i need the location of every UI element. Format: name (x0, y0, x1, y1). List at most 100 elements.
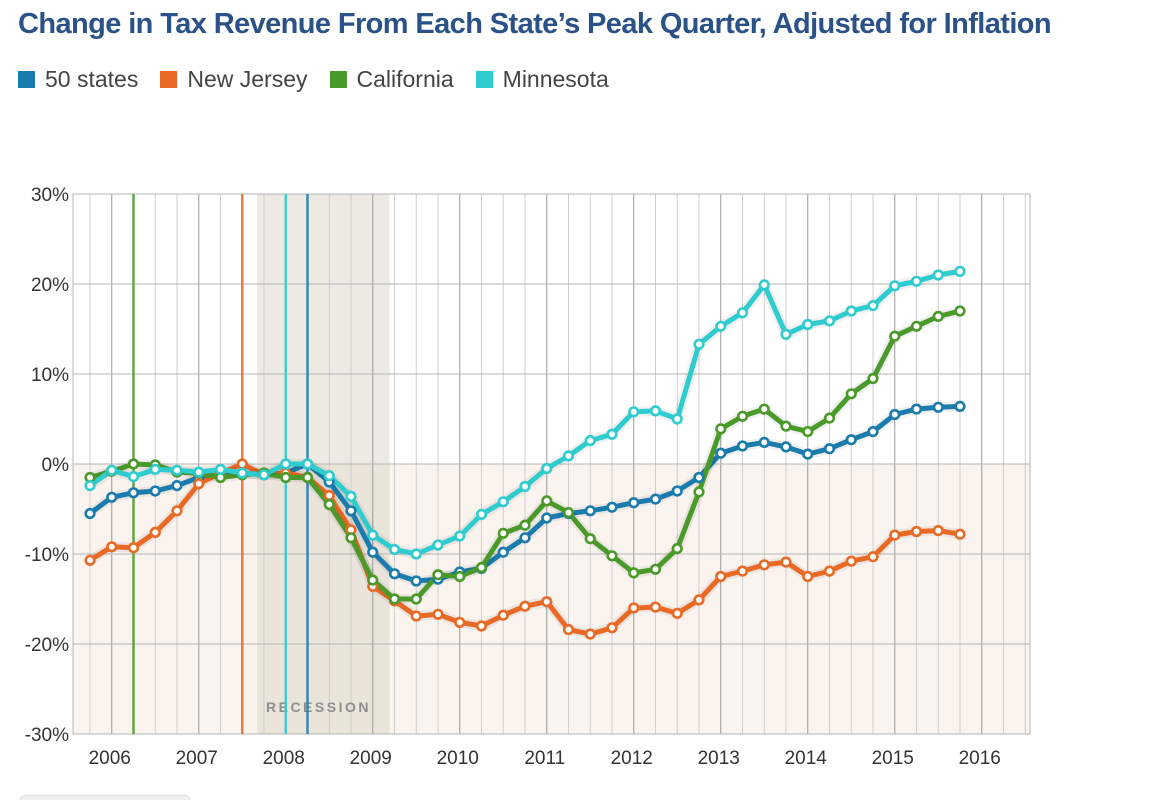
data-point (236, 458, 248, 470)
data-point (715, 447, 727, 459)
data-point (127, 458, 140, 470)
data-point (106, 464, 118, 476)
x-tick-label: 2007 (176, 748, 218, 769)
legend-label: Minnesota (502, 66, 609, 92)
data-point (432, 608, 444, 620)
legend-item-california[interactable]: California (329, 66, 454, 93)
data-point (388, 543, 401, 556)
data-point (845, 555, 857, 567)
legend-item-new-jersey[interactable]: New Jersey (160, 66, 308, 93)
data-point (932, 269, 944, 281)
data-point (867, 300, 879, 312)
data-point (106, 491, 118, 503)
data-point (628, 497, 640, 509)
data-point (889, 408, 901, 421)
data-point (736, 565, 749, 577)
x-tick-label: 2016 (959, 748, 1001, 769)
data-point (562, 450, 575, 462)
data-point (454, 530, 466, 542)
y-tick-label: -20% (25, 635, 69, 656)
data-point (519, 480, 531, 493)
data-point (497, 609, 509, 621)
data-point (410, 548, 422, 560)
data-point (149, 463, 161, 476)
data-point (693, 594, 705, 606)
data-point (584, 505, 596, 517)
data-point (454, 616, 466, 629)
data-point (541, 512, 553, 524)
data-point (519, 519, 531, 531)
data-point (454, 570, 466, 583)
data-point (780, 420, 792, 432)
data-point (780, 441, 792, 453)
data-point (127, 542, 140, 554)
data-point (367, 546, 379, 558)
data-point (301, 458, 314, 470)
data-point (410, 610, 422, 622)
data-point (954, 528, 966, 540)
x-tick-label: 2008 (263, 748, 305, 769)
data-point (932, 310, 944, 323)
data-point (736, 410, 749, 422)
data-point (693, 338, 705, 350)
data-point (736, 307, 749, 319)
data-point (193, 478, 205, 490)
data-point (715, 570, 727, 583)
data-point (301, 471, 314, 484)
data-point (693, 471, 705, 484)
legend-item-minnesota[interactable]: Minnesota (475, 66, 609, 93)
data-point (410, 593, 422, 605)
footer-tab (19, 794, 191, 800)
data-point (497, 496, 509, 508)
data-point (280, 458, 292, 470)
data-point (736, 440, 749, 452)
legend-swatch (329, 71, 347, 88)
data-point (562, 506, 575, 519)
x-tick-label: 2006 (89, 748, 131, 769)
data-point (867, 372, 879, 385)
data-point (758, 559, 770, 571)
chart-title: Change in Tax Revenue From Each State’s … (18, 8, 1052, 40)
data-point (541, 462, 553, 475)
data-point (323, 498, 335, 511)
data-point (127, 471, 140, 483)
data-point (932, 524, 944, 537)
data-point (823, 443, 836, 455)
data-point (910, 525, 923, 538)
data-point (889, 280, 901, 292)
data-point (345, 490, 357, 503)
data-point (954, 305, 966, 317)
legend-item-50-states[interactable]: 50 states (18, 66, 138, 93)
data-point (519, 600, 531, 612)
data-point (584, 533, 596, 545)
data-point (867, 426, 879, 438)
data-point (606, 428, 618, 440)
data-point (715, 423, 727, 435)
data-point (606, 550, 618, 562)
plot-bg-positive (73, 194, 1030, 464)
data-point (345, 532, 357, 544)
data-point (432, 569, 444, 581)
data-point (323, 489, 335, 502)
data-point (802, 318, 814, 331)
data-point (214, 463, 227, 476)
data-point (693, 486, 705, 498)
plot-border (72, 193, 1031, 735)
data-point (432, 539, 444, 551)
data-point (671, 413, 683, 425)
data-point (541, 495, 553, 507)
legend-label: 50 states (45, 66, 139, 92)
legend-swatch (160, 71, 178, 88)
data-point (845, 305, 857, 317)
data-point (758, 403, 770, 415)
data-point (149, 485, 161, 497)
data-point (171, 505, 183, 517)
data-point (715, 320, 727, 332)
x-tick-label: 2012 (611, 748, 653, 769)
legend-label: New Jersey (187, 66, 308, 92)
data-point (910, 275, 923, 287)
data-point (171, 464, 183, 476)
x-tick-label: 2010 (437, 748, 479, 769)
y-tick-label: -10% (25, 545, 69, 566)
